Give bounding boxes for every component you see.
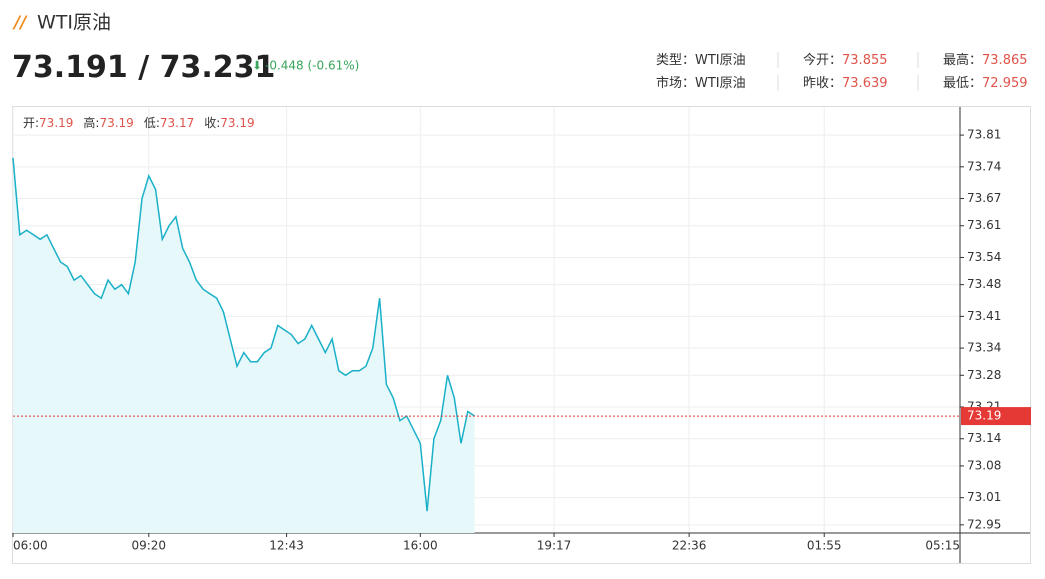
ohlc-value: 73.19 [99, 116, 133, 130]
y-tick-label: 73.14 [967, 431, 1001, 445]
area [13, 157, 475, 534]
info-value: 73.639 [842, 76, 888, 91]
chart: 73.81 73.74 73.67 73.61 73.54 73.48 73.41 73.34… [12, 107, 1031, 563]
x-tick-label: 06:00 [13, 539, 48, 553]
info-item: 昨收：73.639 [803, 76, 888, 91]
info-value: WTI原油 [695, 76, 746, 91]
y-tick-label: 73.74 [967, 159, 1001, 173]
bid: 73.191 [12, 50, 128, 85]
x-tick-label: 01:55 [807, 539, 842, 553]
ohlc-value: 73.17 [160, 116, 194, 130]
y-tick-label: 73.08 [967, 458, 1001, 472]
info-value: 73.855 [842, 53, 888, 68]
last-price-label: 73.19 [967, 409, 1001, 423]
x-tick-label: 05:15 [925, 539, 960, 553]
y-tick-label: 72.95 [967, 517, 1001, 531]
ohlc-value: 73.19 [39, 116, 73, 130]
y-tick-label: 73.01 [967, 490, 1001, 504]
ohlc-label: 高: [83, 115, 99, 130]
ohlc-label: 低: [144, 116, 160, 130]
info-item: 类型：WTI原油 [656, 53, 746, 68]
info-item: 最高：73.865 [943, 52, 1028, 68]
info-label: 市场： [656, 75, 695, 91]
x-tick-label: 22:36 [672, 539, 707, 553]
y-tick-label: 73.61 [967, 218, 1001, 232]
x-tick-label: 12:43 [269, 539, 304, 553]
change: -0.448 (-0.61%) [265, 59, 359, 73]
ohlc-label: 开: [23, 116, 39, 130]
ask: 73.231 [160, 50, 276, 85]
x-tick-label: 19:17 [537, 539, 572, 553]
ohlc-legend: 开:73.19 高:73.19 低:73.17 收:73.19 [23, 115, 255, 130]
logo-icon: // [12, 13, 28, 33]
info-label: 类型： [656, 53, 695, 68]
separator: / [128, 50, 160, 85]
price: 73.191 / 73.231 [12, 50, 275, 85]
info-item: 市场：WTI原油 [656, 75, 746, 91]
y-tick-label: 73.48 [967, 277, 1001, 291]
info-item: 今开：73.855 [803, 52, 888, 68]
down-arrow: ⬇ [252, 59, 262, 73]
y-tick-label: 73.41 [967, 309, 1001, 323]
ohlc-label: 收: [204, 116, 220, 130]
info-label: 昨收： [803, 76, 842, 91]
info-label: 今开： [803, 52, 842, 68]
info-value: 73.865 [982, 53, 1028, 68]
y-tick-label: 73.81 [967, 128, 1001, 142]
y-tick-label: 73.28 [967, 368, 1001, 382]
info-value: 72.959 [982, 76, 1028, 91]
info-label: 最高： [943, 52, 982, 68]
y-tick-label: 73.34 [967, 341, 1001, 355]
info-item: 最低：72.959 [943, 76, 1028, 91]
info-label: 最低： [943, 76, 982, 91]
title: WTI原油 [37, 12, 111, 34]
ohlc-value: 73.19 [220, 116, 254, 130]
last-price-tag [961, 407, 1031, 426]
x-tick-label: 09:20 [131, 539, 166, 553]
y-tick-label: 73.54 [967, 250, 1001, 264]
y-tick-label: 73.67 [967, 191, 1001, 205]
info-value: WTI原油 [695, 53, 746, 68]
price-line [12, 157, 476, 512]
x-tick-label: 16:00 [403, 539, 438, 553]
